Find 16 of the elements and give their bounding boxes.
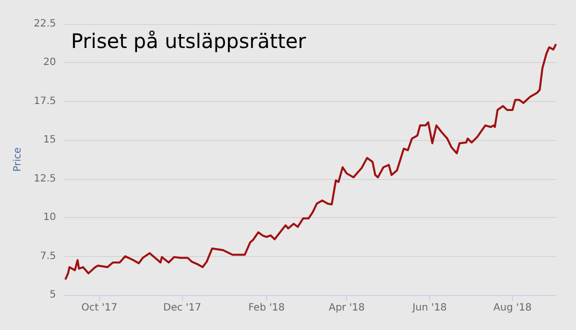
x-tick-label: Feb '18 [248, 302, 285, 314]
y-tick-label: 10 [43, 212, 56, 224]
y-tick-label: 7.5 [40, 250, 56, 262]
y-axis-title: Price [12, 147, 24, 172]
x-tick-label: Jun '18 [411, 302, 447, 314]
y-tick-label: 17.5 [34, 96, 56, 107]
y-tick-label: 15 [43, 134, 56, 146]
chart-title: Priset på utsläppsrätter [71, 29, 307, 53]
x-tick-label: Apr '18 [328, 302, 365, 314]
x-tick-label: Oct '17 [81, 302, 118, 314]
x-tick-label: Aug '18 [493, 302, 532, 314]
y-tick-label: 20 [43, 57, 56, 68]
y-tick-label: 5 [50, 290, 56, 300]
x-tick-label: Dec '17 [163, 302, 202, 314]
y-tick-label: 22.5 [34, 18, 56, 30]
y-tick-label: 12.5 [34, 173, 56, 184]
